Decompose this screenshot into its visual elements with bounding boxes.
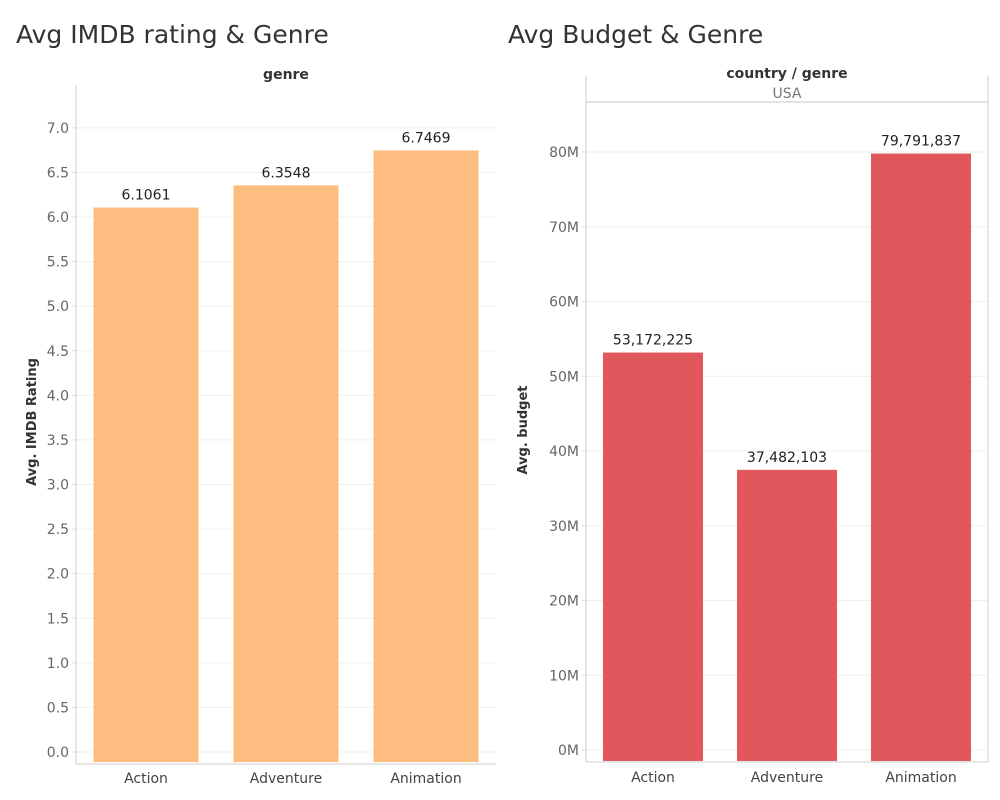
budget-tick-label: 10M — [549, 668, 579, 684]
rating-tick-label: 1.5 — [47, 611, 69, 627]
rating-tick-label: 5.0 — [47, 299, 69, 315]
rating-bar-action — [93, 207, 199, 762]
budget-bar-adventure — [737, 469, 837, 761]
budget-category-label: Adventure — [751, 770, 823, 786]
rating-y-axis-title: Avg. IMDB Rating — [25, 358, 40, 486]
rating-tick-label: 2.0 — [47, 567, 69, 583]
budget-tick-label: 40M — [549, 444, 579, 460]
rating-tick-label: 0.0 — [47, 745, 69, 761]
budget-value-label: 53,172,225 — [613, 333, 693, 349]
rating-tick-label: 2.5 — [47, 522, 69, 538]
budget-tick-label: 60M — [549, 295, 579, 311]
rating-tick-label: 4.5 — [47, 344, 69, 360]
rating-chart: genre 0.0 0.5 1.0 1.5 2.0 2.5 3.0 3.5 4.0 4.5 5.0 5.… — [25, 67, 496, 787]
rating-chart-title: Avg IMDB rating & Genre — [16, 20, 329, 49]
budget-chart-title: Avg Budget & Genre — [508, 20, 764, 49]
rating-tick-label: 3.5 — [47, 433, 69, 449]
budget-bar-animation — [871, 153, 971, 761]
budget-tick-label: 70M — [549, 220, 579, 236]
budget-tick-label: 20M — [549, 594, 579, 610]
budget-category-label: Action — [631, 770, 675, 786]
budget-tick-label: 30M — [549, 519, 579, 535]
budget-value-label: 79,791,837 — [881, 134, 961, 150]
budget-header: country / genre — [726, 66, 847, 82]
budget-bar-action — [603, 352, 703, 761]
budget-tick-label: 80M — [549, 145, 579, 161]
rating-tick-label: 4.0 — [47, 388, 69, 404]
rating-tick-label: 6.5 — [47, 165, 69, 181]
budget-category-label: Animation — [885, 770, 956, 786]
budget-subheader: USA — [773, 86, 802, 102]
rating-value-label: 6.1061 — [122, 188, 171, 204]
budget-value-label: 37,482,103 — [747, 450, 827, 466]
rating-value-label: 6.3548 — [262, 165, 311, 181]
rating-tick-label: 7.0 — [47, 121, 69, 137]
rating-bar-adventure — [233, 185, 339, 763]
rating-category-label: Adventure — [250, 771, 322, 787]
rating-bar-animation — [373, 150, 479, 762]
budget-y-axis-title: Avg. budget — [516, 385, 531, 474]
rating-category-label: Animation — [390, 771, 461, 787]
budget-tick-label: 0M — [558, 743, 579, 759]
rating-header: genre — [263, 67, 309, 83]
rating-tick-label: 3.0 — [47, 478, 69, 494]
rating-value-label: 6.7469 — [402, 130, 451, 146]
rating-tick-label: 0.5 — [47, 700, 69, 716]
rating-category-label: Action — [124, 771, 168, 787]
rating-tick-label: 5.5 — [47, 255, 69, 271]
rating-tick-label: 1.0 — [47, 656, 69, 672]
rating-tick-label: 6.0 — [47, 210, 69, 226]
budget-tick-label: 50M — [549, 369, 579, 385]
